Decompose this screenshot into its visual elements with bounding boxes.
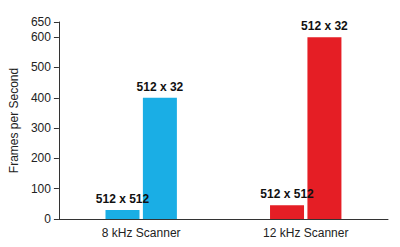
- svg-text:Frames per Second: Frames per Second: [7, 68, 21, 173]
- svg-text:0: 0: [44, 212, 51, 226]
- svg-text:650: 650: [31, 15, 51, 29]
- svg-text:512 x 512: 512 x 512: [96, 192, 150, 206]
- svg-text:512 x 32: 512 x 32: [301, 19, 348, 33]
- svg-text:512 x 32: 512 x 32: [137, 80, 184, 94]
- svg-text:8 kHz Scanner: 8 kHz Scanner: [102, 226, 181, 240]
- svg-text:200: 200: [31, 151, 51, 165]
- svg-text:300: 300: [31, 121, 51, 135]
- svg-text:500: 500: [31, 60, 51, 74]
- svg-text:600: 600: [31, 30, 51, 44]
- svg-text:12 kHz Scanner: 12 kHz Scanner: [263, 226, 348, 240]
- svg-text:100: 100: [31, 182, 51, 196]
- svg-text:400: 400: [31, 91, 51, 105]
- svg-text:512 x 512: 512 x 512: [260, 187, 314, 201]
